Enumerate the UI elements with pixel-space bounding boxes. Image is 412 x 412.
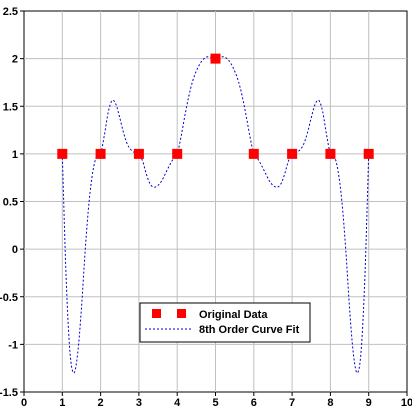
x-tick-label: 10 <box>401 397 412 409</box>
data-point-marker <box>95 148 106 159</box>
x-axis: 0 1 2 3 4 5 6 7 8 9 10 <box>21 392 412 409</box>
x-tick-label: 2 <box>98 397 104 409</box>
x-tick-label: 7 <box>289 397 295 409</box>
data-marker-layer <box>57 53 374 159</box>
x-tick-label: 6 <box>251 397 257 409</box>
y-tick-label: 0.5 <box>3 197 18 209</box>
data-point-marker <box>363 148 374 159</box>
x-tick-label: 4 <box>174 397 181 409</box>
x-tick-label: 9 <box>366 397 372 409</box>
x-tick-label: 1 <box>59 397 65 409</box>
legend-label-original-data: Original Data <box>199 309 268 321</box>
y-tick-label: -1 <box>8 339 18 351</box>
data-point-marker <box>57 148 68 159</box>
data-point-marker <box>248 148 259 159</box>
y-tick-label: 0 <box>12 244 18 256</box>
legend-label-curve-fit: 8th Order Curve Fit <box>199 324 300 336</box>
data-point-marker <box>287 148 298 159</box>
y-axis: -1.5 -1 -0.5 0 0.5 1 1.5 2 2.5 <box>0 6 24 399</box>
y-tick-label: 2.5 <box>3 6 18 18</box>
data-point-marker <box>325 148 336 159</box>
legend-marker-icon <box>177 309 186 318</box>
legend-marker-icon <box>152 309 161 318</box>
x-tick-label: 5 <box>212 397 218 409</box>
y-tick-label: -1.5 <box>0 387 18 399</box>
y-tick-label: 2 <box>12 54 18 66</box>
legend: Original Data 8th Order Curve Fit <box>139 302 311 343</box>
data-point-marker <box>210 53 221 64</box>
x-tick-label: 0 <box>21 397 27 409</box>
y-tick-label: 1 <box>12 149 18 161</box>
x-tick-label: 3 <box>136 397 142 409</box>
x-tick-label: 8 <box>327 397 333 409</box>
data-point-marker <box>133 148 144 159</box>
y-tick-label: 1.5 <box>3 101 18 113</box>
y-tick-label: -0.5 <box>0 292 18 304</box>
data-point-marker <box>172 148 183 159</box>
legend-box <box>139 302 311 343</box>
